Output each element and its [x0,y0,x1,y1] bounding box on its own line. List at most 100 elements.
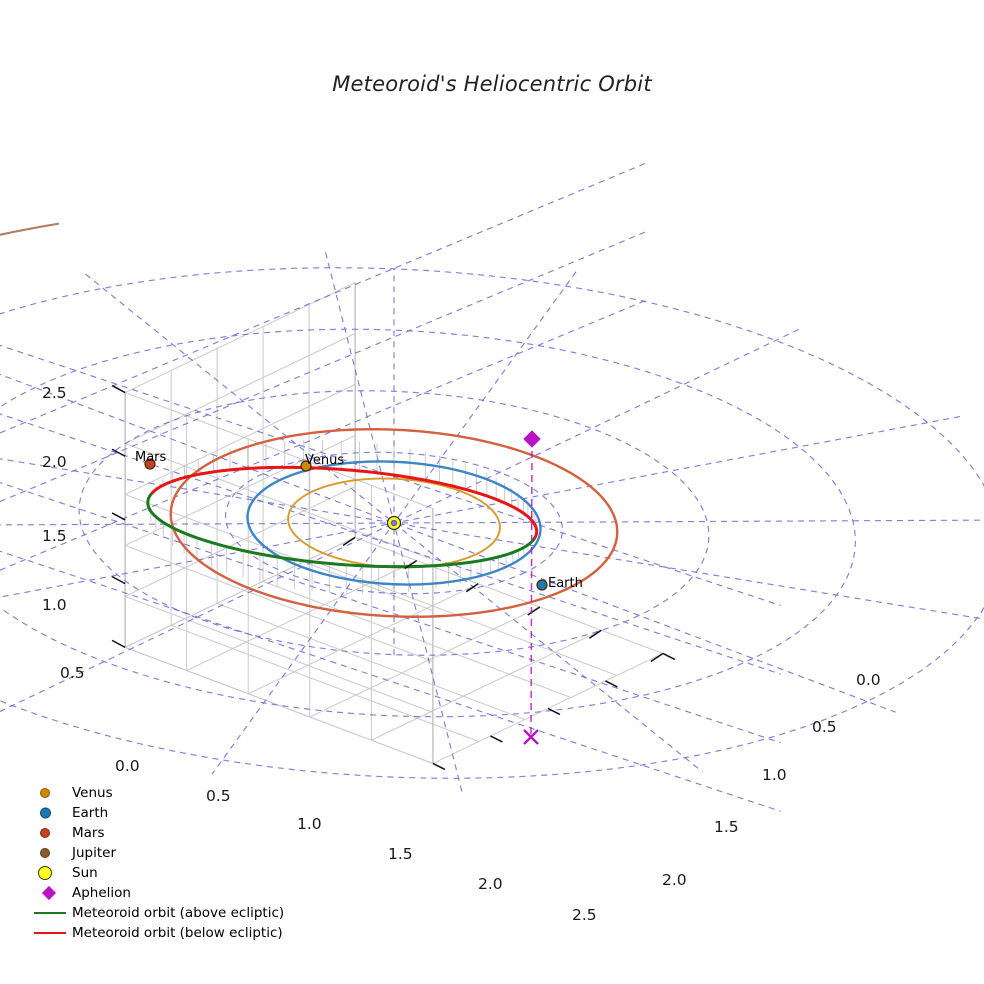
circle-icon [30,843,70,863]
planet-marker-venus [300,460,312,472]
pane-gridline [124,383,356,495]
tick-mark [490,735,503,743]
pane-gridline [124,646,434,764]
body-label-venus: Venus [305,453,345,468]
planet-marker-mars [144,458,156,470]
legend-item-label: Earth [72,805,109,821]
y-axis-tick-label: 1.5 [714,818,739,836]
legend-line-icon [30,903,70,923]
reference-gridline [0,413,781,675]
body-markers [144,430,548,745]
circle-icon [30,803,70,823]
reference-gridline [224,451,564,595]
y-axis-tick-label: 0.0 [856,671,881,689]
reference-gridline [0,231,646,503]
z-axis-tick-label: 2.0 [42,453,67,471]
legend-item-label: Sun [72,865,98,881]
orbit-ellipse [246,460,542,586]
reference-gridline [0,373,896,713]
legend-dot-swatch [40,828,50,838]
legend-item[interactable]: Sun [30,863,290,883]
legend-dot-swatch [40,848,50,858]
pane-gridline [354,536,664,654]
tick-mark [111,512,126,521]
x-axis-tick-label: 1.5 [388,845,413,863]
z-axis-tick-label: 2.5 [42,384,67,402]
legend-dot-swatch [39,807,51,819]
z-axis-tick-label: 1.0 [42,596,67,614]
tick-mark [404,559,418,570]
legend-item[interactable]: Aphelion [30,883,290,903]
tick-mark [605,680,618,688]
z-axis-tick-label: 1.5 [42,527,67,545]
legend-item-label: Aphelion [72,885,131,901]
legend-item-label: Meteoroid orbit (above ecliptic) [72,905,285,921]
pane-gridline [124,392,434,510]
tick-mark [111,639,126,649]
tick-mark [650,652,664,663]
pane-gridline [309,606,541,718]
page-title: Meteoroid's Heliocentric Orbit [332,72,652,96]
circle-icon [30,863,70,883]
legend: Venus Earth Mars Jupiter Sun Aphelion Meteoroi… [30,783,290,943]
reference-gridline [0,550,781,812]
planet-marker-earth [536,579,548,591]
reference-gridline [0,328,857,718]
tick-mark [111,384,126,394]
legend-item[interactable]: Meteoroid orbit (above ecliptic) [30,903,290,923]
x-axis-tick-label: 1.0 [297,815,322,833]
legend-line-swatch [34,931,66,935]
sun-core [390,519,398,527]
reference-gridline [0,481,781,744]
pane-gridline [371,629,602,741]
legend-item-label: Jupiter [72,845,117,861]
reference-gridline [0,519,984,526]
tick-mark [527,606,541,616]
y-axis-tick-label: 2.0 [662,871,687,889]
pane-gridline [262,580,572,698]
reference-gridline [0,344,781,607]
legend-item[interactable]: Jupiter [30,843,290,863]
x-axis-tick-label: 0.5 [206,787,231,805]
pane-gridline [124,493,434,612]
tick-mark [662,652,676,661]
reference-gridline [0,267,984,779]
pane-gridline [124,282,356,394]
reference-gridline [0,300,646,571]
pane-gridline [170,624,480,742]
legend-line-swatch [34,911,66,915]
legend-item[interactable]: Venus [30,783,290,803]
pane-gridline [124,595,434,713]
orbit-ellipse [169,428,619,618]
tick-mark [432,762,446,771]
tick-mark [342,536,356,546]
x-axis-tick-label: 2.0 [478,875,503,893]
pane-gridline [124,544,434,663]
aphelion-projection-marker [523,729,539,745]
legend-dot-swatch [40,788,50,798]
circle-icon [30,823,70,843]
pane-gridline [124,536,356,648]
tick-mark [547,707,561,716]
x-axis-tick-label: 2.5 [572,906,597,924]
reference-grid [0,163,984,812]
legend-item-label: Mars [72,825,105,841]
circle-icon [30,783,70,803]
legend-item[interactable]: Mars [30,823,290,843]
legend-diamond-swatch [41,885,57,901]
legend-item[interactable]: Meteoroid orbit (below ecliptic) [30,923,290,943]
legend-line-icon [30,923,70,943]
legend-dot-swatch [38,866,52,880]
aphelion-drop-line [530,438,533,738]
reference-gridline [78,390,710,656]
pane-gridline [124,485,356,597]
pane-gridline [124,333,356,444]
tick-mark [465,583,479,593]
legend-item[interactable]: Earth [30,803,290,823]
meteoroid-segment [149,465,539,541]
diamond-icon [30,883,70,903]
body-label-earth: Earth [548,576,583,591]
tick-mark [111,575,126,585]
